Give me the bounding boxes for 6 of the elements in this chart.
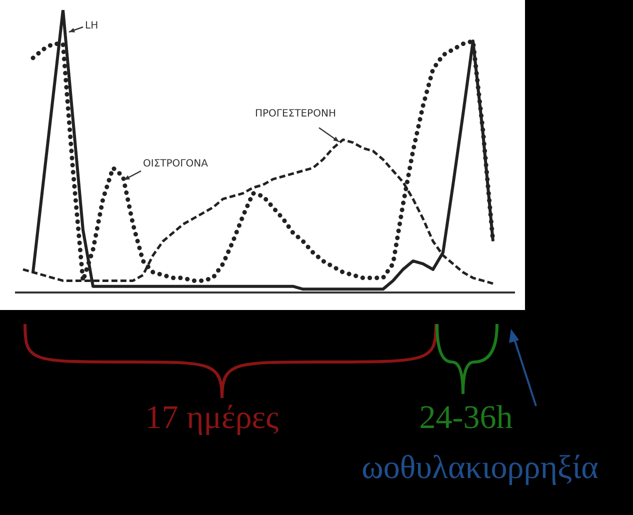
series-label: LH xyxy=(85,20,98,32)
text: ωοθυλακιορρηξία xyxy=(362,450,598,486)
text: 24-36h xyxy=(419,400,513,436)
text: 17 ημέρες xyxy=(145,400,279,436)
text: ΠΡΟΓΕΣΤΕΡΟΝΗ xyxy=(255,108,336,120)
text: ΟΙΣΤΡΟΓΟΝΑ xyxy=(143,158,208,170)
